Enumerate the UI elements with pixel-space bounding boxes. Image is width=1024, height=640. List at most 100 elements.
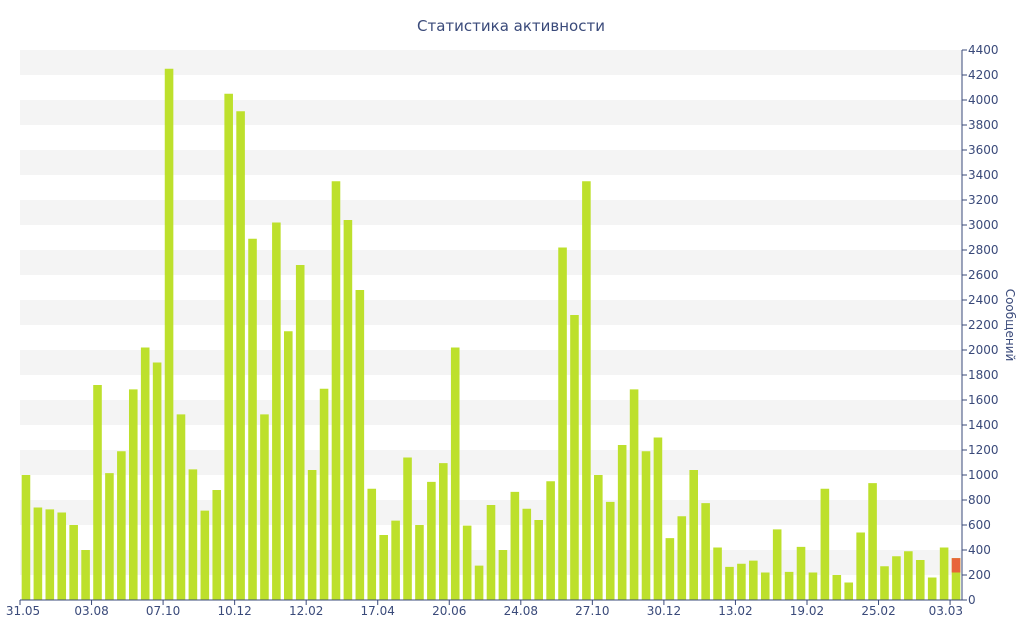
y-tick-label: 1600 [968,393,999,407]
bar [57,512,67,600]
y-tick-label: 2600 [968,268,999,282]
bar [69,525,78,600]
bar [200,510,210,600]
bar [784,571,794,600]
y-tick-label: 4000 [968,93,999,107]
bar [176,414,186,600]
bar [915,560,925,600]
bar [343,220,353,600]
x-tick-label: 07.10 [146,604,180,618]
y-tick-label: 2200 [968,318,999,332]
bar [260,414,269,600]
x-tick-label: 13.02 [718,604,752,618]
x-tick-label: 24.08 [504,604,538,618]
y-tick-label: 1800 [968,368,999,382]
x-tick-label: 03.03 [929,604,963,618]
y-tick-label: 2400 [968,293,999,307]
bar-highlight [951,558,961,573]
bar [522,508,532,600]
bar [892,556,901,600]
bar [570,315,579,600]
bar [93,385,102,600]
grid-band [20,250,962,275]
bar [772,529,782,600]
x-tick-label: 27.10 [575,604,609,618]
bar [844,582,854,600]
bar [832,575,842,600]
bar [391,520,400,600]
bar [641,451,651,600]
y-tick-label: 2000 [968,343,999,357]
bar [117,451,126,600]
y-tick-label: 4400 [968,43,999,57]
bar [367,488,377,600]
bar [164,68,174,600]
bar [677,516,687,600]
y-tick-label: 3400 [968,168,999,182]
bar [439,463,448,600]
bar [796,546,806,600]
bar [546,481,555,600]
bar [904,551,913,600]
bar [558,247,567,600]
bar [498,550,508,600]
bar [236,111,245,600]
bar [307,470,317,600]
grid-band [20,50,962,75]
x-tick-label: 30.12 [647,604,681,618]
y-tick-label: 3000 [968,218,999,232]
grid-band [20,300,962,325]
bar [749,560,758,600]
bar [653,437,663,600]
bar [760,572,770,600]
bar [128,389,138,600]
bar [283,331,293,600]
y-tick-label: 1000 [968,468,999,482]
x-tick-label: 12.02 [289,604,323,618]
bar-series [21,68,961,600]
bar [939,547,949,600]
y-tick-label: 1200 [968,443,999,457]
bar [701,503,710,600]
axes: 0 200 400 600 800 1000 1200 1400 1600 1800 2000 220… [6,43,999,618]
x-tick-label: 19.02 [790,604,824,618]
grid-band [20,200,962,225]
bar [403,457,412,600]
bar [856,532,865,600]
bar [272,222,281,600]
x-tick-label: 31.05 [6,604,40,618]
bar [713,547,722,600]
bar [21,475,31,600]
bar [689,470,699,600]
y-tick-label: 3800 [968,118,999,132]
bar [140,347,150,600]
bar [737,563,746,600]
grid-band [20,350,962,375]
chart-title: Статистика активности [417,17,605,35]
bar [248,238,257,600]
bar [295,265,305,600]
bar [617,445,627,600]
y-axis-label: Сообщений [1003,289,1017,362]
y-tick-label: 1400 [968,418,999,432]
y-tick-label: 200 [968,568,991,582]
bar [33,507,43,600]
bar [629,389,639,600]
bar [594,475,603,600]
bar [212,490,222,600]
x-tick-label: 20.06 [432,604,466,618]
bar [427,481,436,600]
bar [188,469,198,600]
grid-bands [20,50,962,575]
bar [45,509,55,600]
bar [331,181,341,600]
y-tick-label: 400 [968,543,991,557]
y-tick-label: 800 [968,493,991,507]
bar [486,505,496,600]
grid-band [20,100,962,125]
bar [868,483,877,600]
bar [725,566,734,600]
x-tick-label: 10.12 [217,604,251,618]
x-tick-label: 25.02 [861,604,895,618]
bar [224,93,233,600]
